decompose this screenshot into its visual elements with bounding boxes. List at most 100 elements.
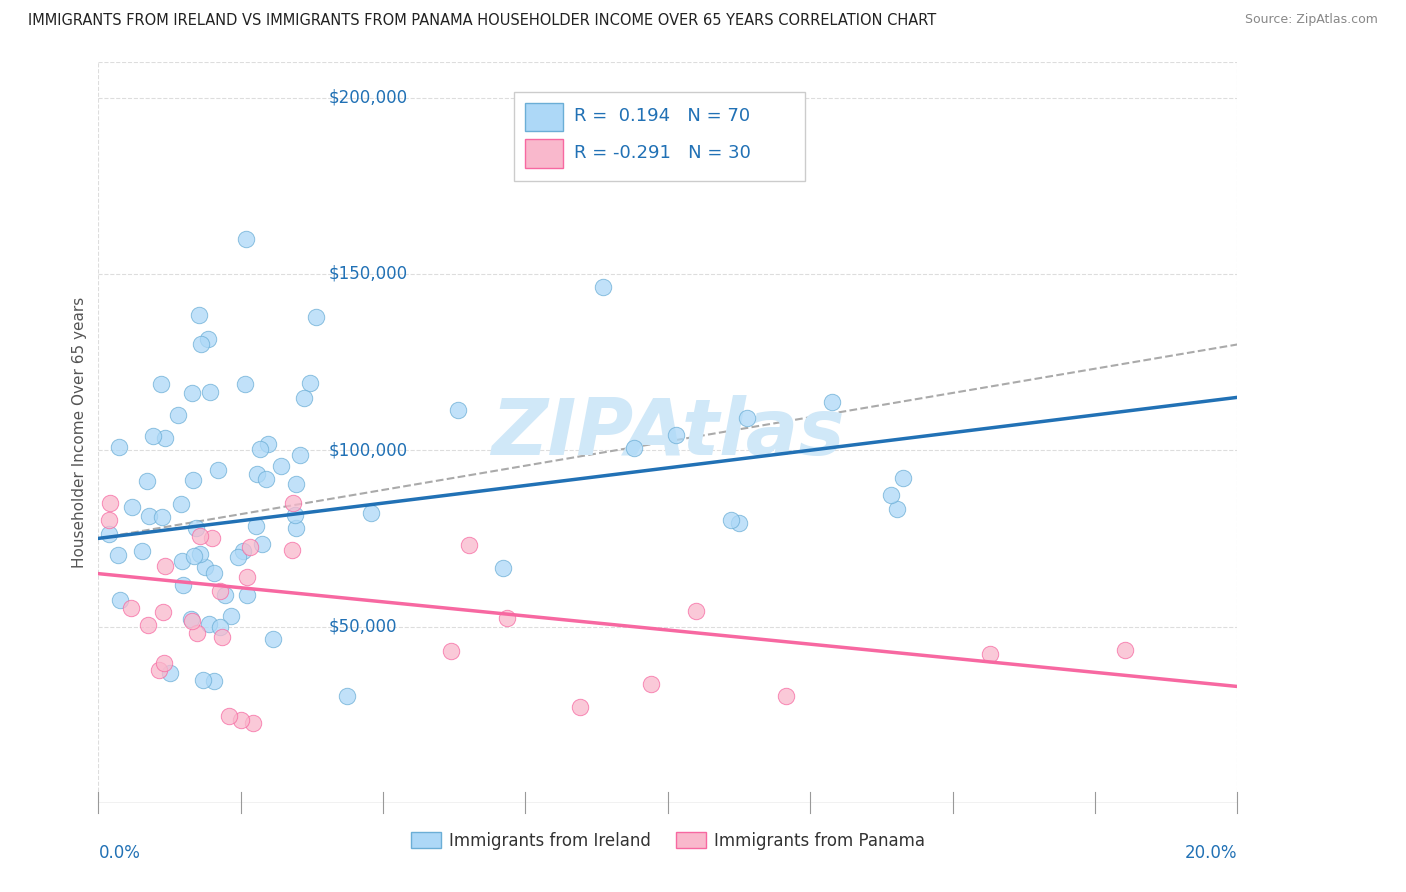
Point [568, 699, 591, 714]
Point [218, 709, 240, 723]
Point [891, 471, 914, 485]
Point [208, 620, 231, 634]
Point [239, 541, 262, 555]
Point [886, 501, 908, 516]
Point [775, 690, 797, 704]
Point [360, 506, 382, 520]
Point [180, 614, 202, 628]
Point [149, 376, 172, 391]
Point [257, 437, 280, 451]
Text: IMMIGRANTS FROM IRELAND VS IMMIGRANTS FROM PANAMA HOUSEHOLDER INCOME OVER 65 YEA: IMMIGRANTS FROM IRELAND VS IMMIGRANTS FR… [28, 13, 936, 29]
Point [299, 376, 322, 390]
Point [191, 673, 214, 687]
Point [148, 663, 170, 677]
Point [447, 403, 470, 417]
Point [152, 605, 174, 619]
Point [198, 616, 221, 631]
Point [131, 544, 153, 558]
Point [136, 474, 159, 488]
Point [979, 647, 1001, 661]
Text: $100,000: $100,000 [329, 442, 408, 459]
Point [290, 448, 312, 462]
Point [180, 612, 202, 626]
Point [190, 337, 212, 351]
Point [250, 537, 273, 551]
Point [186, 625, 208, 640]
Text: Source: ZipAtlas.com: Source: ZipAtlas.com [1244, 13, 1378, 27]
Point [233, 376, 256, 391]
Point [142, 428, 165, 442]
Point [284, 521, 307, 535]
Point [108, 592, 131, 607]
Text: 0.0%: 0.0% [98, 844, 141, 862]
Text: ZIPAtlas: ZIPAtlas [491, 394, 845, 471]
Point [245, 467, 267, 482]
Point [235, 232, 257, 246]
Point [186, 521, 208, 535]
Point [640, 677, 662, 691]
Point [457, 538, 479, 552]
Point [121, 500, 143, 514]
Point [153, 431, 176, 445]
Point [98, 527, 121, 541]
Point [188, 547, 211, 561]
Point [194, 559, 217, 574]
Point [281, 542, 304, 557]
Point [254, 472, 277, 486]
Point [270, 458, 292, 473]
Point [236, 588, 259, 602]
Point [492, 561, 515, 575]
Point [879, 488, 901, 502]
Point [728, 516, 751, 530]
Point [209, 584, 232, 599]
Point [235, 570, 257, 584]
Point [197, 332, 219, 346]
Point [305, 310, 328, 325]
Point [592, 280, 614, 294]
Point [232, 543, 254, 558]
Point [496, 611, 519, 625]
Text: $150,000: $150,000 [329, 265, 408, 283]
Point [1114, 643, 1136, 657]
Y-axis label: Householder Income Over 65 years: Householder Income Over 65 years [72, 297, 87, 568]
Point [136, 617, 159, 632]
Point [281, 496, 304, 510]
FancyBboxPatch shape [515, 92, 804, 181]
Point [292, 392, 315, 406]
Legend: Immigrants from Ireland, Immigrants from Panama: Immigrants from Ireland, Immigrants from… [411, 832, 925, 850]
Point [214, 588, 236, 602]
Point [202, 566, 225, 581]
Point [211, 630, 233, 644]
Point [229, 713, 252, 727]
Point [821, 395, 844, 409]
Point [155, 559, 177, 574]
Point [120, 601, 142, 615]
Point [180, 386, 202, 401]
Point [720, 513, 742, 527]
Point [439, 644, 461, 658]
Point [201, 531, 224, 545]
Point [153, 657, 176, 671]
Point [188, 308, 211, 322]
Point [202, 673, 225, 688]
Point [284, 508, 307, 522]
Point [190, 529, 212, 543]
Point [172, 578, 194, 592]
FancyBboxPatch shape [526, 103, 562, 131]
Point [242, 715, 264, 730]
Point [150, 510, 173, 524]
Point [262, 632, 284, 646]
Point [170, 497, 193, 511]
Point [107, 548, 129, 562]
Point [336, 689, 359, 703]
Point [167, 408, 190, 422]
Point [735, 410, 758, 425]
Point [284, 476, 307, 491]
Point [98, 513, 121, 527]
Point [108, 441, 131, 455]
Point [219, 608, 242, 623]
Text: R = -0.291   N = 30: R = -0.291 N = 30 [575, 144, 751, 161]
Point [138, 508, 160, 523]
Point [181, 473, 204, 487]
Text: R =  0.194   N = 70: R = 0.194 N = 70 [575, 108, 751, 126]
